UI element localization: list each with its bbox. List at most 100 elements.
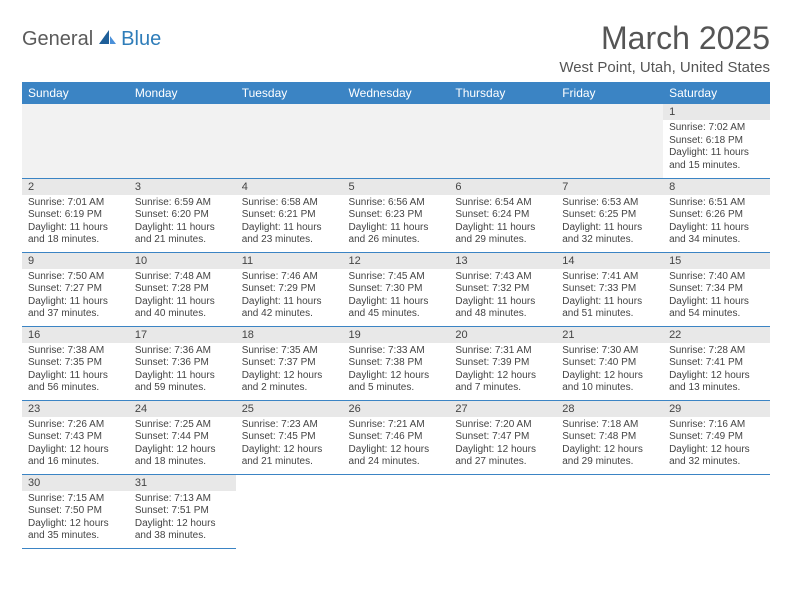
day-cell: 6Sunrise: 6:54 AMSunset: 6:24 PMDaylight… — [449, 178, 556, 252]
day-cell: 17Sunrise: 7:36 AMSunset: 7:36 PMDayligh… — [129, 326, 236, 400]
day-number: 25 — [236, 401, 343, 417]
logo: General Blue — [22, 28, 161, 51]
sunrise-text: Sunrise: 6:59 AM — [135, 197, 230, 210]
day-body: Sunrise: 6:51 AMSunset: 6:26 PMDaylight:… — [663, 195, 770, 251]
daylight-text-1: Daylight: 12 hours — [562, 370, 657, 383]
sunrise-text: Sunrise: 7:25 AM — [135, 419, 230, 432]
sunset-text: Sunset: 7:36 PM — [135, 357, 230, 370]
day-body: Sunrise: 7:01 AMSunset: 6:19 PMDaylight:… — [22, 195, 129, 251]
day-cell — [129, 104, 236, 178]
day-cell: 27Sunrise: 7:20 AMSunset: 7:47 PMDayligh… — [449, 400, 556, 474]
day-cell — [236, 104, 343, 178]
day-body: Sunrise: 7:33 AMSunset: 7:38 PMDaylight:… — [343, 343, 450, 399]
day-header: Tuesday — [236, 82, 343, 104]
day-cell — [556, 474, 663, 548]
day-body: Sunrise: 7:18 AMSunset: 7:48 PMDaylight:… — [556, 417, 663, 473]
daylight-text-1: Daylight: 12 hours — [562, 444, 657, 457]
day-number: 16 — [22, 327, 129, 343]
day-cell: 14Sunrise: 7:41 AMSunset: 7:33 PMDayligh… — [556, 252, 663, 326]
title-block: March 2025 West Point, Utah, United Stat… — [559, 20, 770, 76]
daylight-text-1: Daylight: 11 hours — [562, 222, 657, 235]
day-cell: 16Sunrise: 7:38 AMSunset: 7:35 PMDayligh… — [22, 326, 129, 400]
day-body: Sunrise: 7:40 AMSunset: 7:34 PMDaylight:… — [663, 269, 770, 325]
sunset-text: Sunset: 7:35 PM — [28, 357, 123, 370]
sunrise-text: Sunrise: 6:58 AM — [242, 197, 337, 210]
daylight-text-2: and 18 minutes. — [28, 234, 123, 247]
day-cell: 2Sunrise: 7:01 AMSunset: 6:19 PMDaylight… — [22, 178, 129, 252]
daylight-text-1: Daylight: 11 hours — [669, 147, 764, 160]
sunset-text: Sunset: 7:33 PM — [562, 283, 657, 296]
daylight-text-2: and 34 minutes. — [669, 234, 764, 247]
day-header: Monday — [129, 82, 236, 104]
daylight-text-2: and 48 minutes. — [455, 308, 550, 321]
day-body: Sunrise: 6:59 AMSunset: 6:20 PMDaylight:… — [129, 195, 236, 251]
day-body: Sunrise: 7:46 AMSunset: 7:29 PMDaylight:… — [236, 269, 343, 325]
sunset-text: Sunset: 6:26 PM — [669, 209, 764, 222]
day-cell: 13Sunrise: 7:43 AMSunset: 7:32 PMDayligh… — [449, 252, 556, 326]
sunrise-text: Sunrise: 6:53 AM — [562, 197, 657, 210]
day-number: 15 — [663, 253, 770, 269]
daylight-text-1: Daylight: 11 hours — [135, 370, 230, 383]
daylight-text-2: and 29 minutes. — [455, 234, 550, 247]
day-cell: 31Sunrise: 7:13 AMSunset: 7:51 PMDayligh… — [129, 474, 236, 548]
day-cell — [449, 104, 556, 178]
day-number: 17 — [129, 327, 236, 343]
sunset-text: Sunset: 7:51 PM — [135, 505, 230, 518]
sunrise-text: Sunrise: 7:40 AM — [669, 271, 764, 284]
sunrise-text: Sunrise: 7:50 AM — [28, 271, 123, 284]
calendar-table: SundayMondayTuesdayWednesdayThursdayFrid… — [22, 82, 770, 549]
daylight-text-1: Daylight: 12 hours — [135, 444, 230, 457]
day-body: Sunrise: 7:36 AMSunset: 7:36 PMDaylight:… — [129, 343, 236, 399]
day-body: Sunrise: 7:02 AMSunset: 6:18 PMDaylight:… — [663, 120, 770, 176]
daylight-text-2: and 21 minutes. — [135, 234, 230, 247]
day-body: Sunrise: 7:31 AMSunset: 7:39 PMDaylight:… — [449, 343, 556, 399]
daylight-text-2: and 32 minutes. — [562, 234, 657, 247]
daylight-text-1: Daylight: 12 hours — [669, 444, 764, 457]
daylight-text-1: Daylight: 12 hours — [28, 444, 123, 457]
sunset-text: Sunset: 7:44 PM — [135, 431, 230, 444]
daylight-text-2: and 16 minutes. — [28, 456, 123, 469]
sunrise-text: Sunrise: 7:20 AM — [455, 419, 550, 432]
sunset-text: Sunset: 6:19 PM — [28, 209, 123, 222]
day-number: 20 — [449, 327, 556, 343]
sunset-text: Sunset: 7:34 PM — [669, 283, 764, 296]
daylight-text-1: Daylight: 12 hours — [349, 370, 444, 383]
day-cell: 11Sunrise: 7:46 AMSunset: 7:29 PMDayligh… — [236, 252, 343, 326]
daylight-text-2: and 24 minutes. — [349, 456, 444, 469]
daylight-text-1: Daylight: 11 hours — [242, 296, 337, 309]
sunset-text: Sunset: 7:43 PM — [28, 431, 123, 444]
day-cell: 23Sunrise: 7:26 AMSunset: 7:43 PMDayligh… — [22, 400, 129, 474]
day-body: Sunrise: 7:38 AMSunset: 7:35 PMDaylight:… — [22, 343, 129, 399]
sunset-text: Sunset: 7:28 PM — [135, 283, 230, 296]
daylight-text-2: and 59 minutes. — [135, 382, 230, 395]
day-body: Sunrise: 6:58 AMSunset: 6:21 PMDaylight:… — [236, 195, 343, 251]
daylight-text-1: Daylight: 12 hours — [28, 518, 123, 531]
daylight-text-2: and 5 minutes. — [349, 382, 444, 395]
day-number: 14 — [556, 253, 663, 269]
location: West Point, Utah, United States — [559, 59, 770, 76]
day-cell: 15Sunrise: 7:40 AMSunset: 7:34 PMDayligh… — [663, 252, 770, 326]
day-number: 28 — [556, 401, 663, 417]
sunset-text: Sunset: 7:30 PM — [349, 283, 444, 296]
day-cell: 9Sunrise: 7:50 AMSunset: 7:27 PMDaylight… — [22, 252, 129, 326]
sunrise-text: Sunrise: 7:18 AM — [562, 419, 657, 432]
daylight-text-2: and 10 minutes. — [562, 382, 657, 395]
sunrise-text: Sunrise: 7:45 AM — [349, 271, 444, 284]
daylight-text-2: and 38 minutes. — [135, 530, 230, 543]
daylight-text-1: Daylight: 11 hours — [455, 296, 550, 309]
sunset-text: Sunset: 6:24 PM — [455, 209, 550, 222]
sunrise-text: Sunrise: 7:48 AM — [135, 271, 230, 284]
daylight-text-1: Daylight: 12 hours — [455, 444, 550, 457]
day-body: Sunrise: 7:30 AMSunset: 7:40 PMDaylight:… — [556, 343, 663, 399]
daylight-text-1: Daylight: 11 hours — [669, 296, 764, 309]
day-number: 11 — [236, 253, 343, 269]
day-cell: 1Sunrise: 7:02 AMSunset: 6:18 PMDaylight… — [663, 104, 770, 178]
day-cell — [343, 104, 450, 178]
sunset-text: Sunset: 6:20 PM — [135, 209, 230, 222]
day-cell: 24Sunrise: 7:25 AMSunset: 7:44 PMDayligh… — [129, 400, 236, 474]
daylight-text-1: Daylight: 11 hours — [455, 222, 550, 235]
sunrise-text: Sunrise: 6:51 AM — [669, 197, 764, 210]
day-number: 30 — [22, 475, 129, 491]
sunrise-text: Sunrise: 7:21 AM — [349, 419, 444, 432]
day-cell: 12Sunrise: 7:45 AMSunset: 7:30 PMDayligh… — [343, 252, 450, 326]
